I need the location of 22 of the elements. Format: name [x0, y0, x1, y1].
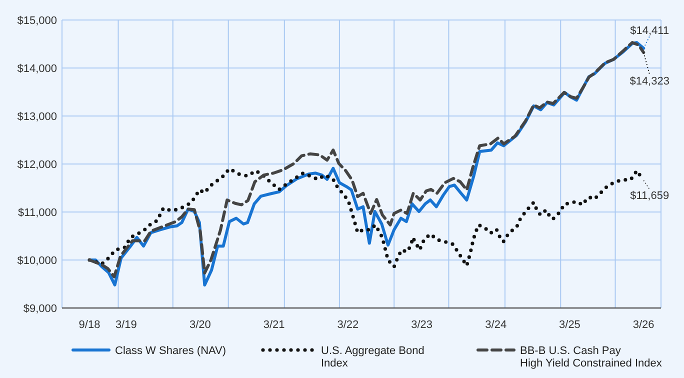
- legend-label: Class W Shares (NAV): [115, 344, 226, 357]
- x-tick-label: 3/20: [190, 319, 211, 331]
- y-tick-label: $15,000: [17, 14, 57, 27]
- x-tick-label: 3/23: [411, 319, 433, 331]
- x-tick-label: 3/21: [263, 319, 285, 331]
- x-tick-label: 3/25: [559, 319, 580, 331]
- y-tick-label: $14,000: [17, 62, 57, 75]
- y-tick-label: $10,000: [17, 254, 57, 267]
- x-tick-label: 9/18: [78, 319, 100, 331]
- legend-label: BB-B U.S. Cash Pay High Yield Constrained Index: [520, 344, 662, 370]
- annotation: $14,323: [630, 75, 670, 88]
- annotation: $11,659: [630, 190, 670, 202]
- x-tick-label: 3/26: [632, 319, 654, 331]
- y-tick-label: $11,000: [18, 206, 57, 219]
- x-tick-label: 3/19: [115, 319, 137, 331]
- x-tick-label: 3/24: [485, 319, 507, 331]
- y-tick-label: $12,000: [17, 158, 57, 171]
- legend-label: U.S. Aggregate Bond Index: [321, 344, 424, 370]
- annotation: $14,411: [630, 25, 670, 38]
- y-tick-label: $13,000: [17, 110, 57, 123]
- y-tick-label: $9,000: [23, 302, 57, 315]
- x-tick-label: 3/22: [337, 319, 359, 331]
